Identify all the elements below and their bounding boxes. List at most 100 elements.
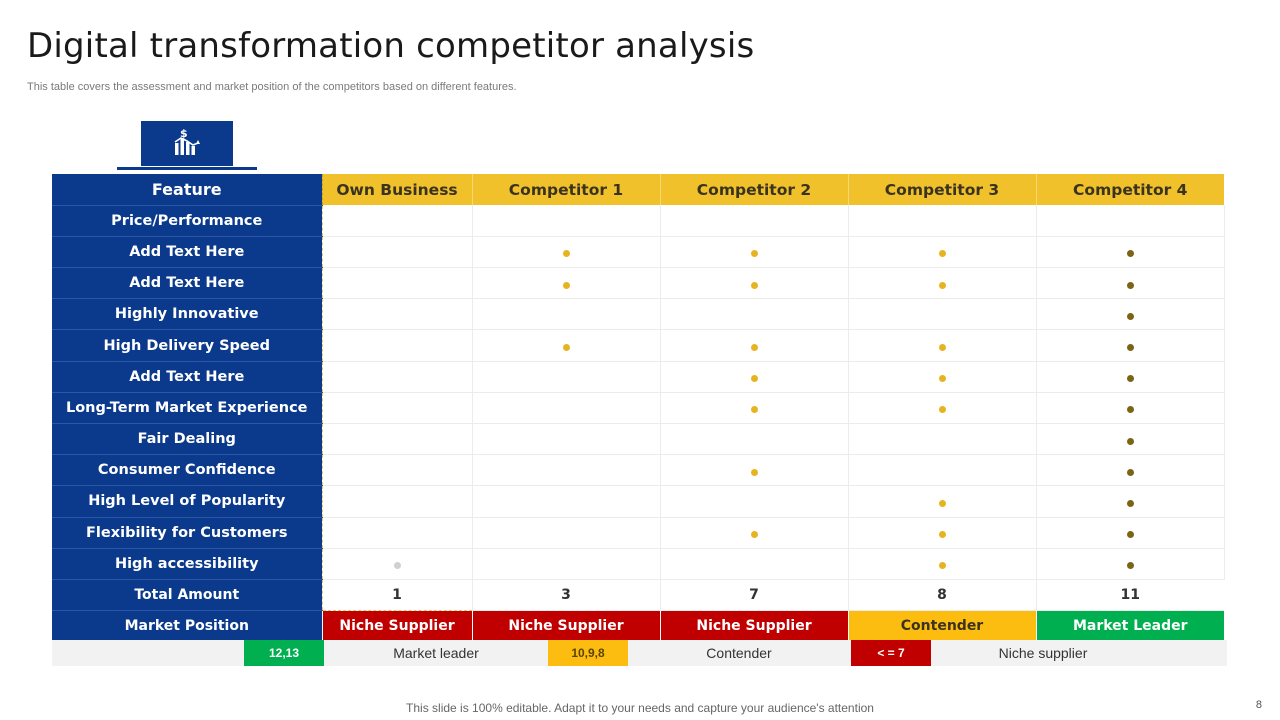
feature-cell: [847, 485, 1036, 518]
legend-contender-range: 10,9,8: [548, 640, 628, 666]
total-amount-value: 3: [471, 579, 660, 612]
rating-dot: [750, 250, 758, 258]
feature-cell: [659, 267, 848, 300]
rating-dot: [1126, 344, 1134, 352]
legend-leader-text: Market leader: [393, 645, 479, 661]
market-position-badge: Niche Supplier: [321, 610, 472, 642]
rating-dot: [750, 344, 758, 352]
table-row: High accessibility: [52, 548, 1225, 580]
feature-label: Consumer Confidence: [52, 454, 322, 487]
feature-cell: [847, 267, 1036, 300]
feature-label: Add Text Here: [52, 267, 322, 300]
column-header-competitor-4: Competitor 4: [1035, 174, 1224, 206]
feature-cell: [1035, 454, 1225, 487]
feature-cell: [659, 423, 848, 456]
feature-cell: [1035, 267, 1225, 300]
rating-dot: [750, 375, 758, 383]
feature-cell: [847, 548, 1036, 580]
feature-cell: [321, 454, 473, 487]
rating-dot: [1126, 562, 1134, 570]
feature-cell: [321, 548, 473, 580]
total-amount-value: 11: [1035, 579, 1224, 612]
rating-dot: [1126, 531, 1134, 539]
total-amount-label: Total Amount: [52, 579, 322, 612]
table-row: Add Text Here: [52, 267, 1225, 300]
feature-cell: [847, 329, 1036, 362]
feature-cell: [847, 454, 1036, 487]
column-header-own-business: Own Business: [321, 174, 473, 206]
feature-label: High Delivery Speed: [52, 329, 322, 362]
rating-dot: [1126, 406, 1134, 414]
market-position-label: Market Position: [52, 610, 322, 642]
market-position-badge: Niche Supplier: [659, 610, 848, 642]
feature-cell: [471, 329, 660, 362]
rating-dot: [1126, 312, 1134, 320]
rating-dot: [750, 468, 758, 476]
feature-cell: [847, 517, 1036, 549]
feature-cell: [471, 361, 660, 393]
rating-dot: [1126, 437, 1134, 445]
feature-cell: [659, 236, 848, 269]
feature-cell: [471, 485, 660, 518]
column-header-competitor-3: Competitor 3: [847, 174, 1036, 206]
feature-cell: [321, 361, 473, 393]
competitor-table: Feature Own Business Competitor 1 Competito…: [52, 174, 1225, 642]
feature-cell: [321, 485, 473, 518]
feature-cell: [847, 298, 1036, 331]
feature-cell: [321, 423, 473, 456]
total-row: Total Amount 1 3 7 8 11: [52, 579, 1224, 612]
table-row: Add Text Here: [52, 236, 1225, 269]
feature-cell: [659, 392, 848, 425]
legend-niche-range: < = 7: [851, 640, 931, 666]
feature-cell: [321, 236, 473, 269]
rating-dot: [393, 562, 401, 570]
feature-cell: [847, 423, 1036, 456]
feature-cell: [321, 329, 473, 362]
rating-dot: [938, 499, 946, 507]
column-header-feature: Feature: [52, 174, 322, 206]
table-row: Price/Performance: [52, 205, 1225, 237]
rating-dot: [562, 344, 570, 352]
feature-cell: [847, 205, 1036, 237]
market-position-badge: Niche Supplier: [471, 610, 660, 642]
page-subtitle: This table covers the assessment and mar…: [27, 81, 517, 93]
column-header-competitor-2: Competitor 2: [659, 174, 848, 206]
rating-dot: [750, 281, 758, 289]
svg-text:$: $: [180, 127, 188, 140]
feature-cell: [321, 205, 473, 237]
feature-cell: [471, 205, 660, 237]
feature-label: Long-Term Market Experience: [52, 392, 322, 425]
feature-cell: [1035, 205, 1225, 237]
total-amount-value: 8: [847, 579, 1036, 612]
rating-dot: [1126, 499, 1134, 507]
feature-cell: [847, 236, 1036, 269]
table-row: Highly Innovative: [52, 298, 1225, 331]
table-row: Consumer Confidence: [52, 454, 1225, 487]
feature-label: Highly Innovative: [52, 298, 322, 331]
legend-leader-range: 12,13: [244, 640, 324, 666]
feature-cell: [471, 548, 660, 580]
feature-cell: [1035, 548, 1225, 580]
feature-cell: [471, 423, 660, 456]
feature-label: Add Text Here: [52, 236, 322, 269]
feature-cell: [847, 361, 1036, 393]
market-position-row: Market Position Niche Supplier Niche Suppl…: [52, 610, 1224, 642]
rating-dot: [562, 250, 570, 258]
feature-label: Add Text Here: [52, 361, 322, 393]
rating-dot: [1126, 281, 1134, 289]
feature-label: Fair Dealing: [52, 423, 322, 456]
feature-cell: [1035, 517, 1225, 549]
legend-niche-text: Niche supplier: [998, 645, 1088, 661]
rating-dot: [1126, 468, 1134, 476]
rating-dot: [938, 250, 946, 258]
feature-cell: [471, 298, 660, 331]
rating-dot: [938, 375, 946, 383]
feature-cell: [659, 205, 848, 237]
legend-bar: 12,13 Market leader 10,9,8 Contender < =…: [52, 640, 1227, 666]
feature-label: Flexibility for Customers: [52, 517, 322, 549]
page-number: 8: [1255, 699, 1262, 711]
feature-cell: [1035, 236, 1225, 269]
feature-cell: [1035, 329, 1225, 362]
feature-cell: [659, 548, 848, 580]
rating-dot: [938, 406, 946, 414]
